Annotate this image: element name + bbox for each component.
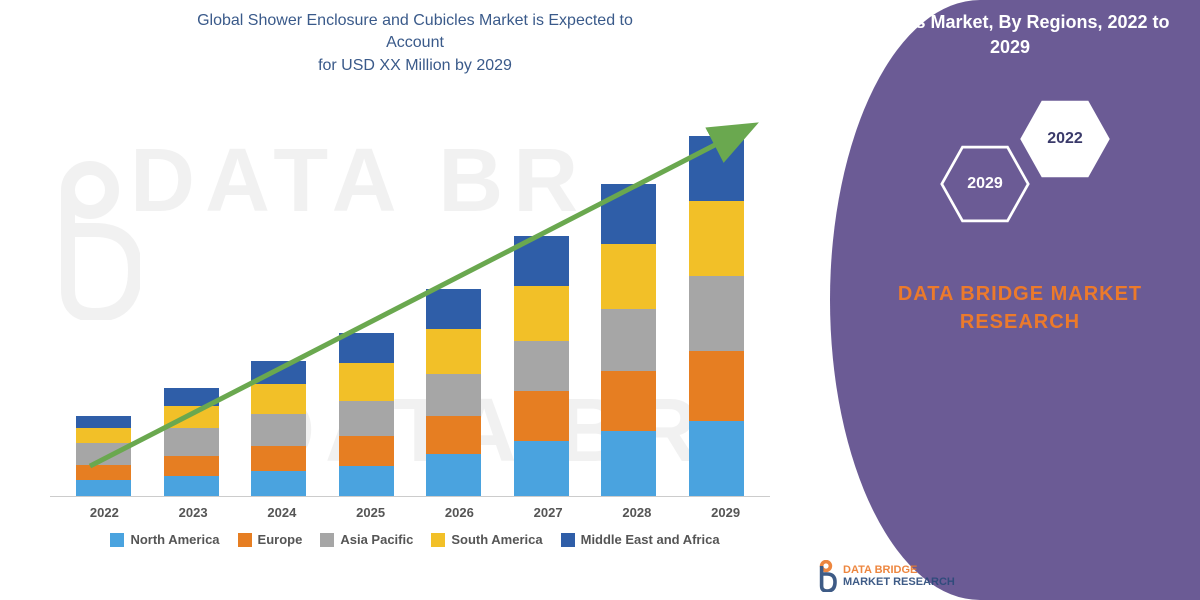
bar-segment [689,276,744,351]
bar-segment [514,341,569,391]
bar-2028 [601,184,656,496]
bar-segment [689,201,744,276]
bars-row [50,97,770,496]
x-label: 2022 [77,505,132,520]
hexagon-2022: 2022 [1020,100,1110,178]
bar-segment [76,428,131,443]
x-label: 2024 [254,505,309,520]
bar-segment [426,329,481,374]
bar-segment [164,428,219,456]
chart-area: DATA BR DATA BR Global Shower Enclosure … [0,0,800,600]
right-title: Cubicles Market, By Regions, 2022 to 202… [840,10,1180,60]
bar-segment [339,466,394,496]
bar-segment [339,333,394,363]
bar-segment [514,286,569,341]
chart-title-line2: Account [386,34,444,51]
hexagon-2029-label: 2029 [967,175,1003,193]
legend-swatch [110,533,124,547]
bar-segment [689,136,744,201]
chart-plot [50,97,770,497]
bar-segment [339,401,394,436]
bar-segment [514,441,569,496]
legend-swatch [431,533,445,547]
chart-title: Global Shower Enclosure and Cubicles Mar… [50,10,780,77]
legend-item: North America [110,532,219,547]
bar-2027 [514,236,569,496]
footer-logo-text: DATA BRIDGE MARKET RESEARCH [843,564,955,588]
bar-segment [76,465,131,480]
footer-brand1: DATA BRIDGE [843,564,955,576]
x-label: 2026 [432,505,487,520]
bar-segment [601,371,656,431]
bar-segment [426,454,481,496]
bar-segment [514,236,569,286]
bar-segment [164,456,219,476]
legend-swatch [561,533,575,547]
bar-2025 [339,333,394,496]
bar-segment [689,421,744,496]
bar-segment [251,471,306,496]
legend: North America Europe Asia Pacific South Ame… [50,532,780,547]
bar-2024 [251,361,306,496]
x-label: 2029 [698,505,753,520]
right-panel: Cubicles Market, By Regions, 2022 to 202… [800,0,1200,600]
hexagon-group: 2029 2022 [940,100,1140,250]
bar-segment [514,391,569,441]
bar-segment [689,351,744,421]
bar-2026 [426,289,481,496]
bar-segment [601,184,656,244]
footer-logo: DATA BRIDGE MARKET RESEARCH [815,560,955,592]
bar-2029 [689,136,744,496]
x-label: 2023 [166,505,221,520]
bar-segment [164,476,219,496]
legend-label: South America [451,532,542,547]
bar-segment [251,384,306,414]
brand-line1: DATA BRIDGE MARKET [898,283,1142,305]
bar-segment [164,406,219,428]
bar-segment [426,374,481,416]
legend-label: Middle East and Africa [581,532,720,547]
root: DATA BR DATA BR Global Shower Enclosure … [0,0,1200,600]
bar-segment [76,443,131,465]
x-label: 2028 [609,505,664,520]
bar-segment [164,388,219,406]
x-label: 2027 [521,505,576,520]
legend-item: Asia Pacific [320,532,413,547]
bar-segment [251,361,306,384]
bar-2023 [164,388,219,496]
footer-brand2: MARKET RESEARCH [843,576,955,588]
bar-segment [76,480,131,496]
bar-segment [426,416,481,454]
x-axis: 2022 2023 2024 2025 2026 2027 2028 2029 [50,497,780,520]
bar-segment [251,446,306,471]
legend-label: Europe [258,532,303,547]
legend-item: Europe [238,532,303,547]
chart-title-line1: Global Shower Enclosure and Cubicles Mar… [197,12,633,29]
bar-segment [339,363,394,401]
x-label: 2025 [343,505,398,520]
chart-title-line3: for USD XX Million by 2029 [318,57,512,74]
bar-segment [339,436,394,466]
bar-segment [601,431,656,496]
hexagon-2029: 2029 [940,145,1030,223]
bar-2022 [76,416,131,496]
legend-label: Asia Pacific [340,532,413,547]
brand-line2: RESEARCH [960,311,1080,333]
hexagon-2022-label: 2022 [1047,130,1083,148]
bar-segment [426,289,481,329]
bar-segment [76,416,131,428]
bar-segment [251,414,306,446]
legend-item: Middle East and Africa [561,532,720,547]
bar-segment [601,244,656,309]
legend-label: North America [130,532,219,547]
footer-logo-icon [815,560,837,592]
brand-text: DATA BRIDGE MARKET RESEARCH [870,280,1170,336]
legend-swatch [320,533,334,547]
legend-swatch [238,533,252,547]
legend-item: South America [431,532,542,547]
bar-segment [601,309,656,371]
